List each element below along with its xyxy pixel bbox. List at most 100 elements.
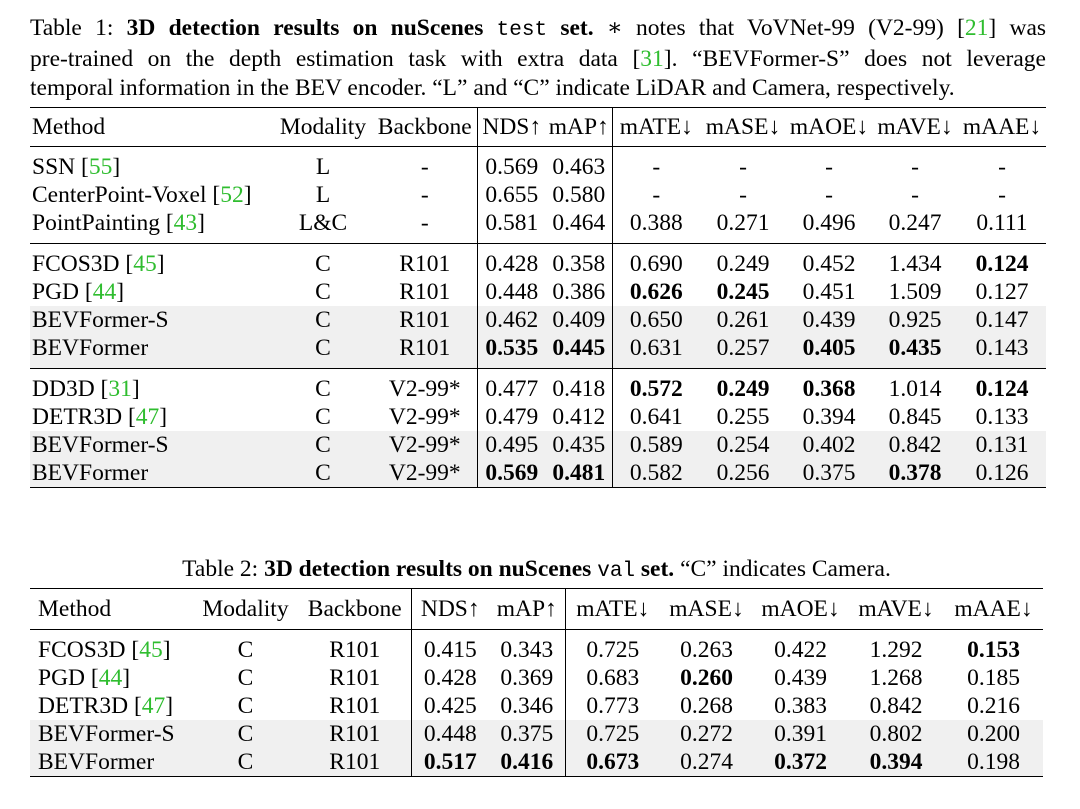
citation-link[interactable]: 44 xyxy=(92,278,117,305)
mate-cell-best: 0.673 xyxy=(586,748,640,775)
maae-cell: 0.143 xyxy=(958,334,1046,369)
table-row: FCOS3D [45] C R101 0.428 0.358 0.690 0.2… xyxy=(30,243,1046,278)
mase-cell: 0.255 xyxy=(716,403,770,430)
table-row: PointPainting [43] L&C - 0.581 0.464 0.3… xyxy=(30,209,1046,244)
maae-cell: 0.111 xyxy=(976,209,1028,236)
mase-cell: 0.274 xyxy=(660,748,753,777)
maoe-cell-best: 0.368 xyxy=(802,375,856,402)
mave-cell: 0.802 xyxy=(848,720,944,748)
table1-caption: Table 1: 3D detection results on nuScene… xyxy=(30,14,1046,103)
table-row: CenterPoint-Voxel [52] L - 0.655 0.580 -… xyxy=(30,181,1046,209)
backbone-cell: R101 xyxy=(329,636,381,663)
maae-cell: 0.131 xyxy=(958,431,1046,459)
table2-header-row: Method Modality Backbone NDS↑ mAP↑ mATE↓… xyxy=(30,588,1043,630)
map-cell: 0.435 xyxy=(546,431,612,459)
citation-link[interactable]: 45 xyxy=(133,250,157,277)
modality-cell: C xyxy=(192,720,299,748)
mase-cell: 0.271 xyxy=(716,209,770,236)
mase-cell: 0.261 xyxy=(700,306,786,334)
table-row: DETR3D [47] C V2-99* 0.479 0.412 0.641 0… xyxy=(30,403,1046,431)
maoe-cell: - xyxy=(825,181,833,208)
maae-cell: 0.200 xyxy=(944,720,1043,748)
backbone-cell: V2-99* xyxy=(388,375,461,402)
citation-link[interactable]: 44 xyxy=(98,664,123,691)
maae-cell: 0.216 xyxy=(967,692,1020,719)
mate-cell: - xyxy=(611,181,700,209)
backbone-cell: R101 xyxy=(299,720,411,748)
mate-cell-best: 0.626 xyxy=(629,278,683,305)
modality-cell: C xyxy=(237,692,254,719)
citation-link[interactable]: 45 xyxy=(139,636,163,663)
maoe-cell: 0.496 xyxy=(802,209,856,236)
table2-header-mave: mAVE↓ xyxy=(858,595,934,622)
nds-cell: 0.425 xyxy=(410,692,489,720)
table-row: BEVFormer C V2-99* 0.569 0.481 0.582 0.2… xyxy=(30,459,1046,488)
map-cell: 0.580 xyxy=(552,181,606,208)
mate-cell: 0.725 xyxy=(564,720,660,748)
mave-cell-best: 0.394 xyxy=(869,748,923,775)
citation-link[interactable]: 47 xyxy=(141,692,166,719)
modality-cell: C xyxy=(315,375,331,402)
mave-cell: 1.434 xyxy=(888,250,942,277)
table1-caption-text-a: ∗ notes that VoVNet-99 (V2-99) [ xyxy=(606,15,965,41)
mave-cell: 0.845 xyxy=(888,403,942,430)
table1-caption-ref-b[interactable]: 31 xyxy=(640,46,664,72)
mase-cell-best: 0.245 xyxy=(716,278,770,305)
maae-cell: 0.133 xyxy=(975,403,1029,430)
map-cell: 0.375 xyxy=(489,720,565,748)
mase-cell: - xyxy=(739,153,747,180)
maoe-cell: 0.391 xyxy=(753,720,848,748)
mave-cell: - xyxy=(911,153,919,180)
table1-caption-text-d: ]. “BEVFormer-S” does not leverage xyxy=(663,46,1046,72)
table1-caption-text-c: pre-trained on the depth estimation task… xyxy=(30,46,641,72)
backbone-cell: - xyxy=(420,153,429,180)
backbone-cell: V2-99* xyxy=(373,459,477,488)
maoe-cell: - xyxy=(825,153,833,180)
modality-cell: C xyxy=(273,431,373,459)
backbone-cell: - xyxy=(420,209,429,236)
mase-cell: 0.263 xyxy=(680,636,733,663)
table2-header-maae: mAAE↓ xyxy=(954,595,1033,622)
table2-caption-title: 3D detection results on nuScenes xyxy=(264,556,592,582)
nds-cell: 0.462 xyxy=(476,306,546,334)
table1: Method Modality Backbone NDS↑ mAP↑ mATE↓… xyxy=(30,107,1046,488)
mave-cell: 1.292 xyxy=(869,636,923,663)
modality-cell: C xyxy=(237,664,254,691)
nds-cell: 0.495 xyxy=(476,431,546,459)
modality-cell: C xyxy=(273,334,373,369)
citation-link[interactable]: 52 xyxy=(220,181,244,208)
table1-header-row: Method Modality Backbone NDS↑ mAP↑ mATE↓… xyxy=(30,107,1046,147)
citation-link[interactable]: 55 xyxy=(88,153,113,180)
mase-cell: 0.249 xyxy=(716,250,770,277)
nds-cell: 0.655 xyxy=(476,181,546,209)
table-row: DETR3D [47] C R101 0.425 0.346 0.773 0.2… xyxy=(30,692,1043,720)
mase-cell: - xyxy=(739,181,747,208)
method-cell: FCOS3D [45] xyxy=(38,636,171,663)
mave-cell: 0.842 xyxy=(872,431,958,459)
modality-cell: C xyxy=(315,250,331,277)
modality-cell: C xyxy=(315,278,331,305)
table-row: DD3D [31] C V2-99* 0.477 0.418 0.572 0.2… xyxy=(30,368,1046,403)
backbone-cell: V2-99* xyxy=(373,431,477,459)
mase-cell-best: 0.249 xyxy=(716,375,770,402)
maae-cell: 0.147 xyxy=(958,306,1046,334)
table1-caption-ref-a[interactable]: 21 xyxy=(964,15,989,41)
nds-cell: 0.428 xyxy=(410,664,489,692)
method-cell: PGD [44] xyxy=(32,278,125,305)
table1-caption-title: 3D detection results on nuScenes xyxy=(126,15,484,41)
citation-link[interactable]: 43 xyxy=(173,209,198,236)
citation-link[interactable]: 31 xyxy=(108,375,132,402)
maae-cell: - xyxy=(998,181,1006,208)
mase-cell-best: 0.260 xyxy=(680,664,733,691)
maae-cell: 0.198 xyxy=(944,748,1043,777)
map-cell: 0.358 xyxy=(552,250,606,277)
citation-link[interactable]: 47 xyxy=(135,403,160,430)
table2-header-backbone: Backbone xyxy=(307,595,402,622)
table-row: BEVFormer C R101 0.517 0.416 0.673 0.274… xyxy=(30,748,1043,777)
table-row: BEVFormer C R101 0.535 0.445 0.631 0.257… xyxy=(30,334,1046,369)
maae-cell-best: 0.153 xyxy=(967,636,1020,663)
mase-cell: 0.257 xyxy=(700,334,786,369)
nds-cell-best: 0.569 xyxy=(485,459,539,486)
modality-cell: L&C xyxy=(298,209,348,236)
map-cell: 0.386 xyxy=(552,278,606,305)
